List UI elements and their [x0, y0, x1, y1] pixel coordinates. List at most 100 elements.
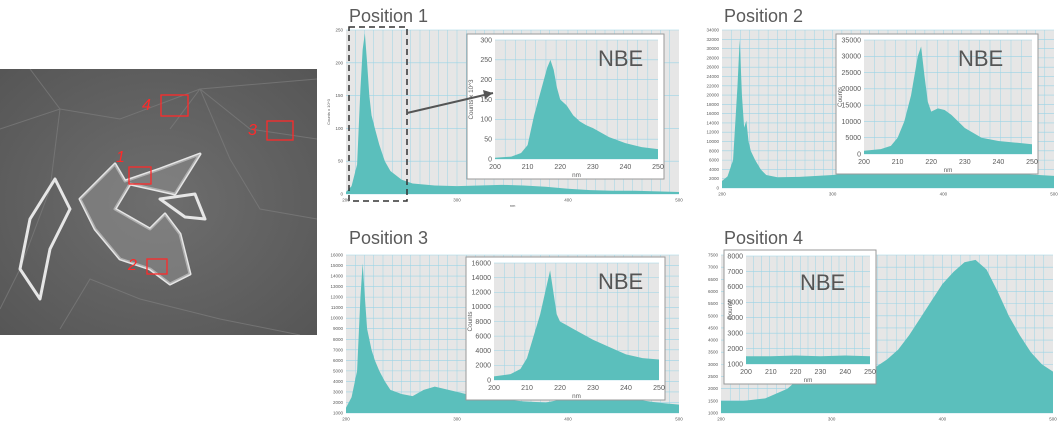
position-marker-box: [266, 120, 294, 141]
x-tick-label: 200: [717, 417, 725, 422]
y-tick-label: 200: [480, 77, 492, 84]
x-tick-label: 210: [765, 369, 777, 376]
y-tick-label: 13000: [330, 284, 343, 289]
y-tick-label: 25000: [842, 70, 862, 77]
y-tick-label: 7000: [708, 265, 719, 270]
x-tick-label: 300: [828, 417, 836, 422]
y-tick-label: 1000: [727, 361, 743, 368]
y-tick-label: 10000: [472, 304, 492, 311]
spectrum-area: [722, 39, 1054, 189]
y-tick-label: 14000: [330, 274, 343, 279]
x-axis-label: nm: [944, 167, 953, 174]
y-tick-label: 10000: [706, 139, 719, 144]
position-marker-label: 2: [127, 257, 137, 274]
y-tick-label: 1000: [708, 411, 719, 416]
position-marker-label: 1: [116, 149, 125, 166]
x-tick-label: 230: [815, 369, 827, 376]
zoom-arrow: [406, 92, 494, 114]
y-tick-label: 1500: [708, 398, 719, 403]
y-tick-label: 4000: [708, 338, 719, 343]
y-tick-label: 4000: [475, 348, 491, 355]
y-tick-label: 30000: [842, 54, 862, 61]
x-tick-label: 240: [993, 159, 1005, 166]
position-marker-box: [160, 94, 189, 117]
x-tick-label: 200: [489, 164, 501, 171]
x-tick-label: 250: [864, 369, 876, 376]
y-tick-label: 35000: [842, 37, 862, 44]
inset-nbe-label: NBE: [958, 46, 1003, 71]
y-tick-label: 200: [335, 60, 343, 65]
x-axis-label: nm: [510, 203, 516, 208]
x-tick-label: 240: [839, 369, 851, 376]
y-tick-label: 4000: [333, 379, 344, 384]
inset-pos1: 200 210 220 230 240 250 0 50 100 150 200 250 300 nm Co…: [466, 33, 665, 180]
inset-pos2: 200 210 220 230 240 250 0 5000 10000 15000 20000 25…: [835, 33, 1039, 175]
y-tick-label: 15000: [842, 102, 862, 109]
y-tick-label: 6000: [333, 358, 344, 363]
x-tick-label: 500: [1049, 417, 1057, 422]
x-tick-label: 400: [940, 192, 948, 197]
y-tick-label: 5000: [727, 300, 743, 307]
y-tick-label: 50: [338, 159, 344, 164]
zoom-arrowhead: [483, 90, 493, 99]
y-tick-label: 6000: [727, 284, 743, 291]
y-tick-label: 8000: [475, 319, 491, 326]
y-tick-label: 250: [480, 57, 492, 64]
spectrum-area: [864, 46, 1032, 155]
y-tick-label: 2000: [727, 346, 743, 353]
y-tick-label: 8000: [709, 148, 720, 153]
y-tick-label: 5000: [333, 368, 344, 373]
y-tick-label: 6000: [708, 289, 719, 294]
y-tick-label: 2000: [709, 176, 720, 181]
y-tick-label: 100: [480, 117, 492, 124]
y-tick-label: 50: [484, 137, 492, 144]
y-tick-label: 6000: [475, 333, 491, 340]
y-tick-label: 16000: [706, 111, 719, 116]
y-tick-label: 9000: [333, 326, 344, 331]
y-tick-label: 16000: [472, 260, 492, 267]
y-tick-label: 3000: [727, 330, 743, 337]
position-1-title: Position 1: [349, 6, 429, 26]
inset-nbe-label: NBE: [598, 269, 643, 294]
spectrum-area: [495, 59, 658, 160]
y-tick-label: 15000: [330, 263, 343, 268]
y-tick-label: 3500: [708, 350, 719, 355]
x-tick-label: 200: [342, 198, 350, 203]
y-tick-label: 28000: [706, 55, 719, 60]
x-tick-label: 210: [522, 164, 534, 171]
y-tick-label: 14000: [706, 120, 719, 125]
y-tick-label: 10000: [842, 119, 862, 126]
x-tick-label: 500: [675, 198, 683, 203]
y-tick-label: 11000: [331, 305, 344, 310]
y-tick-label: 22000: [706, 83, 719, 88]
x-tick-label: 250: [1026, 159, 1038, 166]
position-marker-label: 4: [142, 97, 151, 114]
position-marker-label: 3: [248, 122, 257, 139]
x-tick-label: 220: [554, 385, 566, 392]
spectrum-area: [346, 33, 679, 194]
y-axis-label: Counts: [467, 312, 474, 332]
y-axis-label: Counts x 10^3: [468, 79, 475, 120]
x-tick-label: 200: [488, 385, 500, 392]
inset-pos3: 200 210 220 230 240 250 0 2000 4000 6000 8000 10000…: [465, 256, 666, 401]
x-tick-label: 300: [453, 417, 461, 422]
x-axis-label: nm: [804, 377, 813, 384]
y-tick-label: 0: [487, 377, 491, 384]
y-tick-label: 20000: [706, 93, 719, 98]
y-tick-label: 4000: [709, 167, 720, 172]
x-tick-label: 250: [653, 385, 665, 392]
y-tick-label: 8000: [727, 253, 743, 260]
y-axis-label: Counts: [837, 87, 844, 107]
y-tick-label: 3000: [333, 389, 344, 394]
spectrum-area: [346, 263, 679, 413]
y-tick-label: 4500: [708, 325, 719, 330]
x-tick-label: 230: [587, 385, 599, 392]
y-tick-label: 10000: [330, 316, 343, 321]
x-tick-label: 220: [925, 159, 937, 166]
x-axis-label: nm: [572, 393, 581, 400]
spectrum-area: [721, 259, 1053, 413]
position-marker-box: [128, 166, 152, 185]
x-tick-label: 200: [342, 417, 350, 422]
x-tick-label: 220: [554, 164, 566, 171]
y-tick-label: 6500: [708, 277, 719, 282]
